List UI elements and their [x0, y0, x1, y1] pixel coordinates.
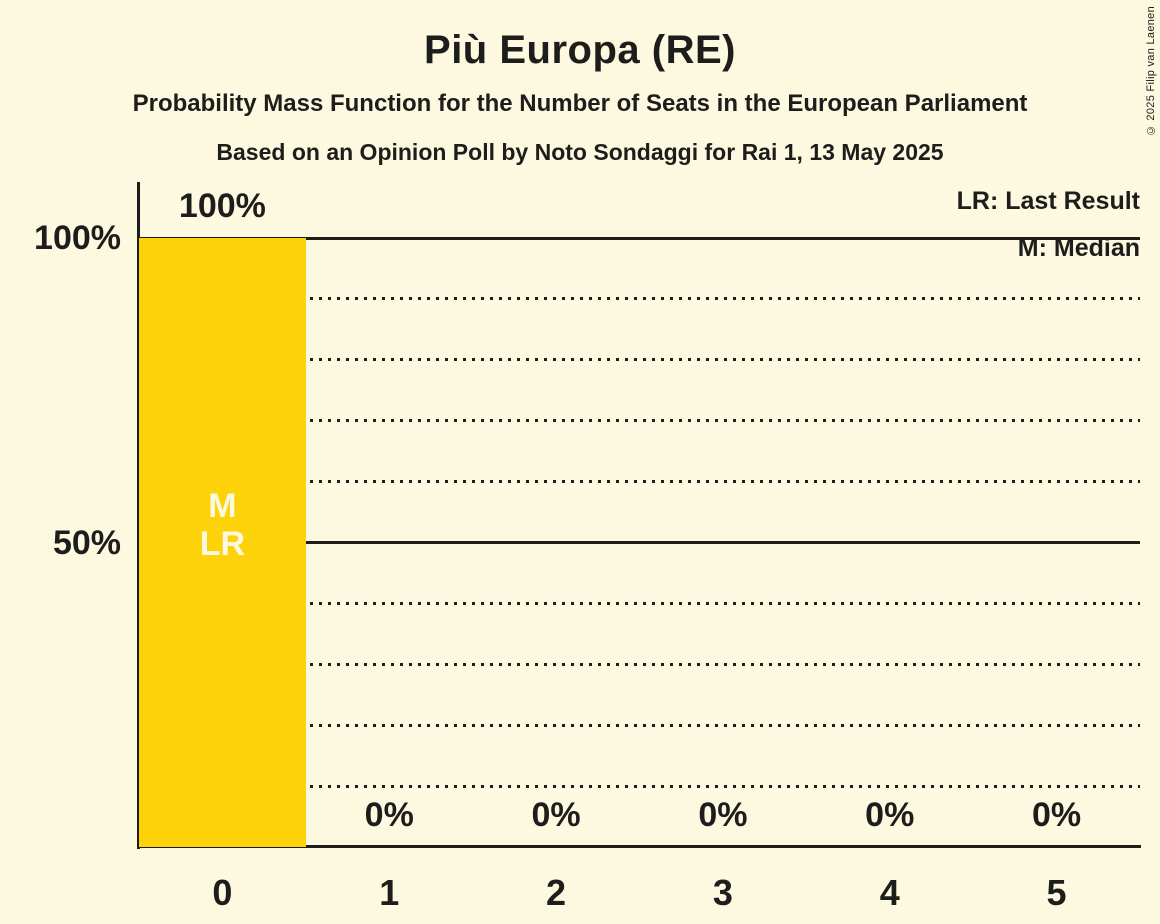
gridline-dotted-40: [139, 601, 1140, 605]
x-axis-label-2: 2: [546, 872, 567, 913]
bar-annotation-m-lr: M LR: [139, 487, 306, 563]
legend-last-result: LR: Last Result: [956, 187, 1140, 215]
chart-subtitle: Probability Mass Function for the Number…: [132, 90, 1028, 117]
gridline-dotted-10: [139, 784, 1140, 788]
value-label-seats-4: 0%: [865, 796, 915, 834]
gridline-dotted-30: [139, 662, 1140, 666]
y-axis-line: [137, 182, 140, 849]
x-axis-label-0: 0: [212, 872, 233, 913]
x-axis-label-4: 4: [879, 872, 900, 913]
x-axis-label-3: 3: [712, 872, 733, 913]
bar-seats-0: [139, 238, 306, 847]
gridline-solid-100: [139, 236, 1140, 240]
gridline-dotted-90: [139, 297, 1140, 301]
y-axis-label-100: 100%: [34, 219, 121, 257]
gridline-dotted-60: [139, 480, 1140, 484]
bar-annotation-line-m: M: [208, 486, 237, 525]
value-label-seats-0: 100%: [178, 187, 266, 225]
bar-annotation-line-lr: LR: [199, 524, 246, 563]
x-axis-line: [137, 845, 1141, 848]
y-axis-label-50: 50%: [52, 523, 121, 562]
chart-poll-info: Based on an Opinion Poll by Noto Sondagg…: [216, 139, 944, 165]
copyright-notice: © 2025 Filip van Laenen: [1145, 6, 1157, 137]
value-label-seats-3: 0%: [698, 796, 748, 834]
value-label-seats-2: 0%: [531, 796, 581, 834]
gridline-dotted-80: [139, 358, 1140, 362]
x-axis-label-5: 5: [1046, 872, 1067, 913]
gridline-dotted-70: [139, 419, 1140, 423]
value-label-seats-5: 0%: [1032, 796, 1082, 834]
chart-title: Più Europa (RE): [424, 28, 736, 72]
gridline-solid-50: [139, 541, 1140, 544]
gridline-dotted-20: [139, 723, 1140, 727]
value-label-seats-1: 0%: [364, 796, 414, 834]
x-axis-label-1: 1: [379, 872, 400, 913]
